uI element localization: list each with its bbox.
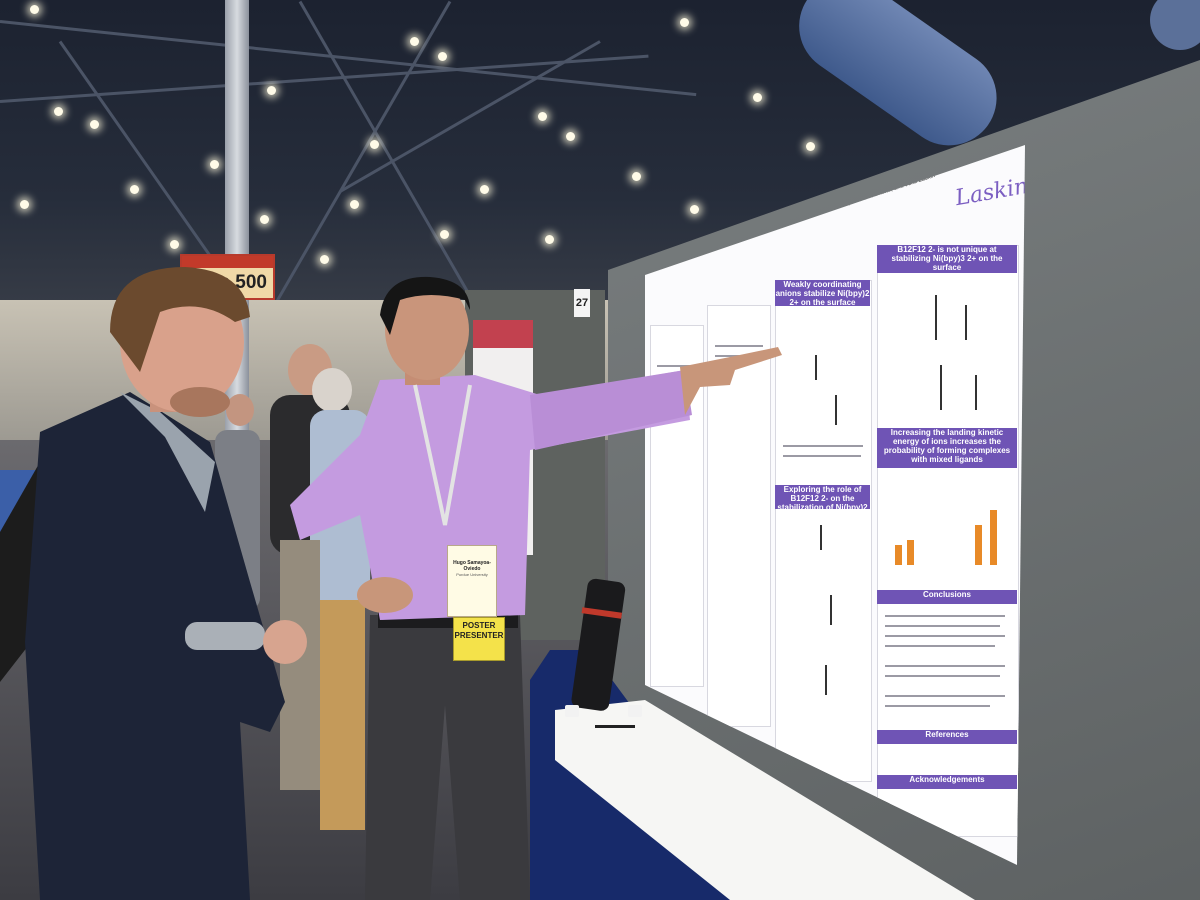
chart-bar [990,510,997,565]
ceiling-light [54,107,63,116]
attendee-foreground [0,267,307,900]
badge-name: Hugo Samayoa-Oviedo [453,560,491,572]
ceiling-light [690,205,699,214]
spectrum-peak [965,305,967,340]
text-line [885,645,995,647]
section-header: Exploring the role of B12F12 2- on the s… [775,485,870,521]
chart-bar [907,540,914,565]
spectrum-peak [940,365,942,410]
spectrum-peak [825,665,827,695]
ceiling-light [538,112,547,121]
section-header: B12F12 2- is not unique at stabilizing N… [877,245,1017,273]
text-line [885,705,990,707]
ceiling-light [210,160,219,169]
spectrum-peak [820,525,822,550]
text-line [783,445,863,447]
neighbor-poster-header [473,320,533,348]
badge-affiliation: Purdue University [456,572,488,577]
text-line [715,345,763,347]
ceiling-light [410,37,419,46]
ceiling-light [480,185,489,194]
banner-stripe [182,256,273,268]
ceiling-light [320,255,329,264]
text-line [783,455,861,457]
ceiling-light [90,120,99,129]
ceiling-light [267,86,276,95]
text-line [885,615,1005,617]
ceiling-light [170,240,179,249]
ceiling-light [566,132,575,141]
board-number: 27 [574,289,590,317]
text-line [657,365,697,367]
presenter [290,276,782,900]
spectrum-peak [830,595,832,625]
text-line [885,625,1000,627]
spectrum-peak [815,355,817,380]
ceiling-light [632,172,641,181]
poster-logo: Laskin [953,173,1025,212]
text-line [885,695,1005,697]
spectrum-peak [935,295,937,340]
ceiling-light [30,5,39,14]
chart-bar [895,545,902,565]
text-line [885,665,1005,667]
ceiling-light [545,235,554,244]
ceiling-light [680,18,689,27]
name-badge: Hugo Samayoa-Oviedo Purdue University [447,545,497,617]
poster-column-4 [877,245,1019,837]
poster-column-3 [775,280,872,782]
ceiling-light [130,185,139,194]
ceiling-light [440,230,449,239]
presenter-ribbon: POSTER PRESENTER [453,617,505,661]
spectrum-peak [835,395,837,425]
section-header: References [877,730,1017,744]
section-header: Increasing the landing kinetic energy of… [877,428,1017,468]
spectrum-peak [975,375,977,410]
table-items [565,578,642,728]
section-header: Acknowledgements [877,775,1017,789]
text-line [885,675,1000,677]
section-header: Weakly coordinating anions stabilize Ni(… [775,280,870,307]
ceiling-light [753,93,762,102]
chart-bar [975,525,982,565]
ceiling-light [438,52,447,61]
poster-authors: Hugo Y. Samayoa-Oviedo, Robert Schewe, H… [700,172,936,255]
ceiling-light [806,142,815,151]
truss [339,40,601,193]
ceiling-light [20,200,29,209]
section-header: Conclusions [877,590,1017,604]
text-line [885,635,1005,637]
ceiling-light [350,200,359,209]
ceiling-light [370,140,379,149]
poster-title: Understanding the Reactivity of Undercoo… [685,145,965,255]
air-duct [1150,0,1200,50]
ceiling-light [260,215,269,224]
